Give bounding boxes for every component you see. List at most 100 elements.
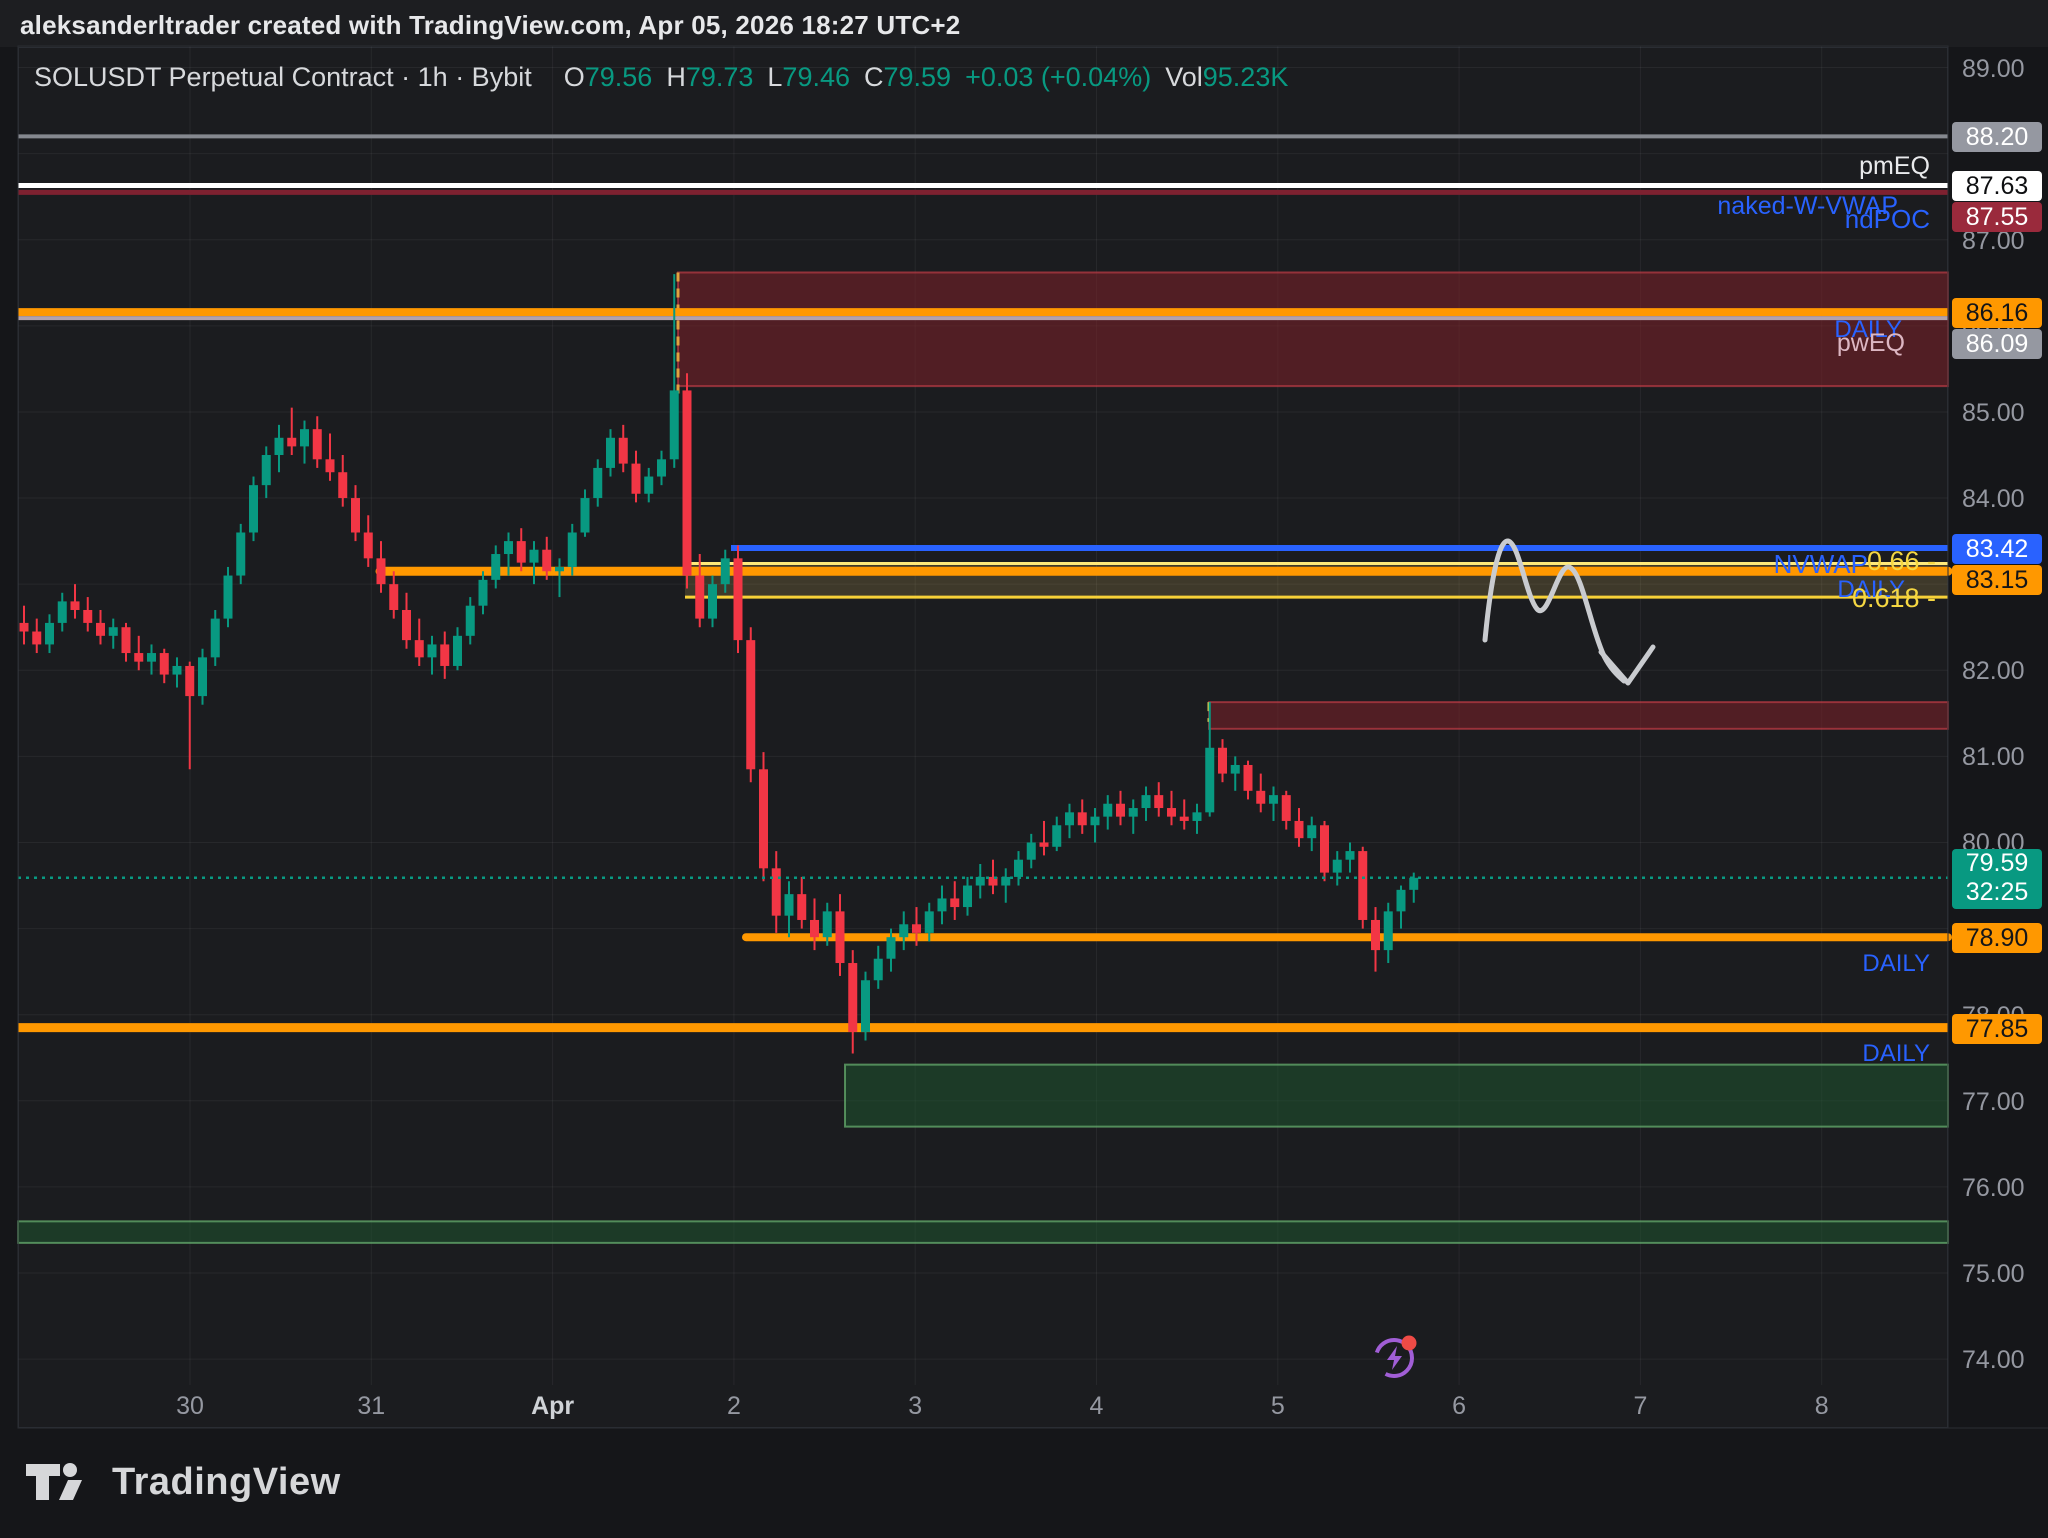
daily-level-label-1[interactable]: DAILY [1834, 316, 1902, 343]
volume-value: 95.23K [1202, 62, 1289, 92]
daily-level-label-3[interactable]: DAILY [1862, 950, 1930, 977]
candle-body [504, 541, 513, 555]
candle-body [453, 635, 462, 666]
candle-body [1269, 795, 1278, 804]
time-axis[interactable]: 30 31 Apr 2 3 4 5 6 7 8 [18, 1386, 1948, 1428]
price-badge-88.20[interactable]: 88.20 [1952, 122, 2042, 153]
candle-body [529, 549, 539, 563]
price-badge-86.16[interactable]: 86.16 [1952, 298, 2042, 329]
daily-level-label-4[interactable]: DAILY [1862, 1040, 1930, 1067]
candle-body [223, 575, 233, 619]
symbol-title[interactable]: SOLUSDT Perpetual Contract · 1h · Bybit [34, 62, 532, 92]
open-value: 79.56 [584, 62, 653, 92]
price-tick-81.00: 81.00 [1962, 743, 2025, 772]
price-badge-83.42[interactable]: 83.42 [1952, 533, 2042, 564]
candle-body [924, 911, 934, 933]
candle-body [440, 644, 450, 666]
time-tick-5: 5 [1270, 1392, 1285, 1420]
tradingview-logo[interactable]: TradingView [24, 1458, 341, 1506]
price-badge-83.15[interactable]: 83.15 [1952, 564, 2042, 595]
candle-body [567, 532, 577, 567]
candle-body [618, 437, 628, 464]
candle-body [657, 459, 666, 477]
candle-body [249, 485, 258, 533]
fib-0618-label[interactable]: 0.618 - [1851, 583, 1936, 613]
candle-body [555, 566, 564, 572]
time-tick-7: 7 [1633, 1392, 1648, 1420]
candle-body [682, 390, 692, 576]
price-badge-77.85[interactable]: 77.85 [1952, 1013, 2042, 1044]
candle-body [1358, 851, 1368, 920]
candle-body [886, 937, 896, 959]
candle-body [784, 894, 794, 916]
candle-body [491, 554, 501, 580]
drawn-arrow-head [1598, 644, 1656, 686]
candle-body [746, 640, 756, 770]
daily-level-label-2[interactable]: DAILY [1837, 576, 1905, 603]
flash-notification-icon[interactable] [1372, 1334, 1418, 1380]
high-value: 79.73 [685, 62, 754, 92]
candle-body [797, 894, 807, 920]
time-tick-8: 8 [1814, 1392, 1829, 1420]
time-tick-2: 2 [726, 1392, 741, 1420]
supply-zone [1208, 701, 1949, 730]
symbol-legend[interactable]: SOLUSDT Perpetual Contract · 1h · Bybit O… [34, 62, 1288, 93]
candle-body [606, 437, 615, 468]
pweq-level-label[interactable]: pwEQ [1836, 329, 1905, 357]
price-badge-87.63[interactable]: 87.63 [1952, 171, 2042, 202]
attribution-text: aleksanderltrader created with TradingVi… [20, 10, 961, 40]
candle-body [45, 622, 54, 645]
pmeq-level-label[interactable]: pmEQ [1859, 152, 1930, 180]
change-value: +0.03 (+0.04%) [965, 62, 1152, 92]
candle-body [32, 631, 42, 645]
candle-body [1052, 825, 1062, 847]
candle-body [1179, 816, 1189, 821]
price-tick-84.00: 84.00 [1962, 485, 2025, 514]
candle-body [708, 584, 717, 619]
candle-body [351, 498, 360, 533]
time-tick-6: 6 [1452, 1392, 1467, 1420]
candle-body [261, 455, 271, 486]
tradingview-logo-text: TradingView [112, 1460, 341, 1503]
price-axis[interactable]: 79.59 32:25 89.0087.0086.0085.0084.0083.… [1948, 47, 2048, 1428]
candle-body [988, 876, 998, 886]
candle-body [1141, 795, 1151, 809]
naked-daily-poc-label[interactable]: ndPOC [1844, 204, 1930, 234]
candle-body [1256, 790, 1266, 804]
candle-body [274, 437, 284, 456]
candle-body [1026, 842, 1036, 860]
attribution-bar: aleksanderltrader created with TradingVi… [0, 0, 2048, 47]
price-badge-87.55[interactable]: 87.55 [1952, 202, 2042, 233]
candle-body [695, 575, 705, 619]
price-tick-82.00: 82.00 [1962, 657, 2025, 686]
candle-body [96, 622, 105, 636]
candle-body [1345, 851, 1355, 860]
price-tick-75.00: 75.00 [1962, 1260, 2025, 1288]
candle-body [1001, 876, 1011, 886]
naked-weekly-vwap-label[interactable]: naked-W-VWAP [1717, 192, 1898, 220]
volume-label: Vol [1165, 62, 1203, 92]
candle-body [363, 532, 373, 559]
demand-zone [17, 1220, 1949, 1244]
price-badge-86.09[interactable]: 86.09 [1952, 329, 2042, 360]
candle-body [108, 627, 118, 636]
price-badge-78.90[interactable]: 78.90 [1952, 923, 2042, 954]
candle-body [810, 919, 819, 938]
candle-body [516, 541, 526, 563]
candle-body [1218, 747, 1227, 774]
candle-body [1294, 820, 1304, 839]
price-tick-89.00: 89.00 [1962, 54, 2025, 83]
candle-body [1065, 812, 1074, 826]
notification-dot [1401, 1335, 1417, 1351]
current-price-badge[interactable]: 79.59 32:25 [1952, 848, 2042, 909]
nvwap-level-label[interactable]: NVWAP [1773, 549, 1868, 579]
drawn-arrow[interactable] [1482, 538, 1627, 684]
candle-body [159, 653, 169, 675]
candle-body [631, 463, 641, 494]
candle-body [1090, 816, 1100, 826]
fib-066-label[interactable]: 0.66 - [1866, 546, 1936, 576]
candle-body [835, 911, 845, 964]
candle-body [1409, 877, 1419, 890]
candle-body [402, 609, 411, 641]
